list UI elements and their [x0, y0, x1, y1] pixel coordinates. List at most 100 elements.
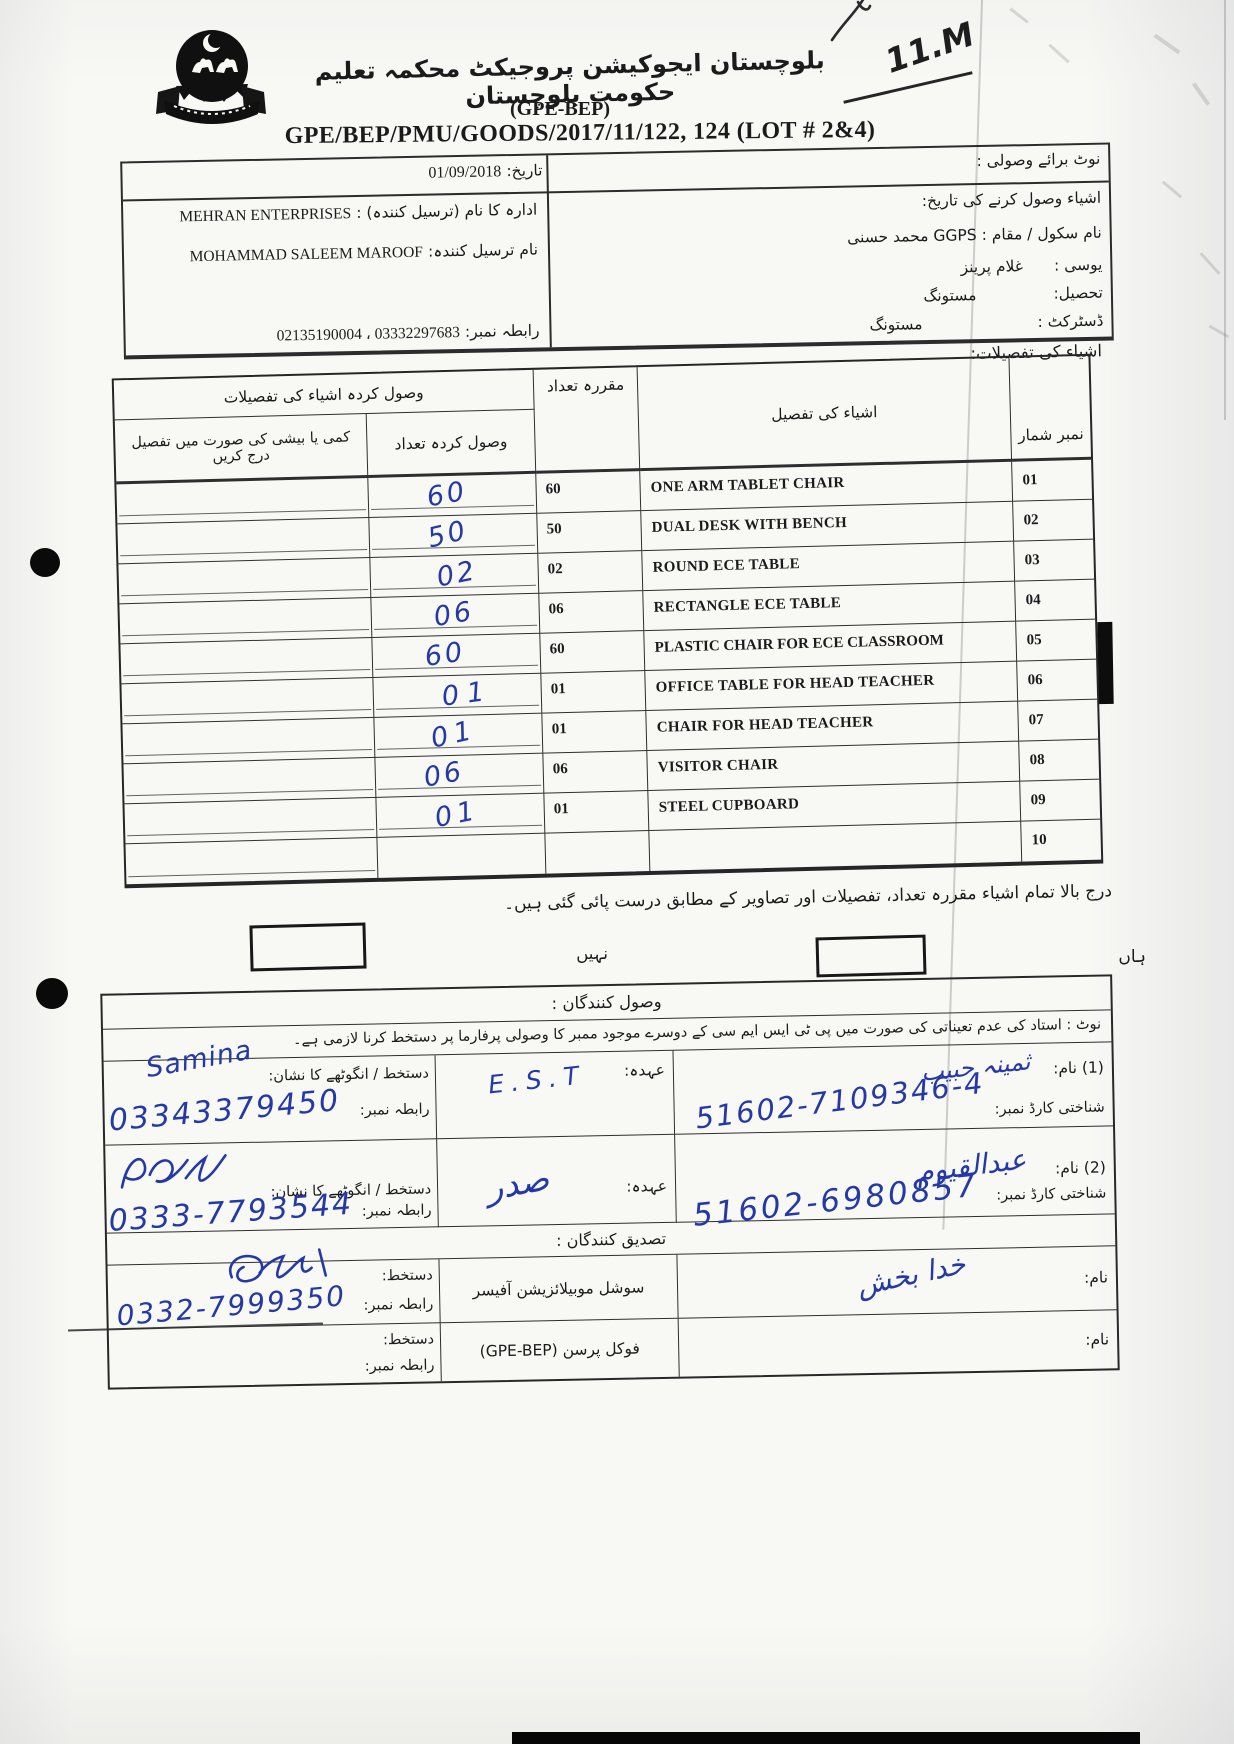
- fixed-qty-cell: 01: [542, 711, 648, 754]
- discrepancy-cell: [120, 637, 374, 685]
- name-cell: نام: خدا بخش: [677, 1246, 1117, 1319]
- fixed-qty-cell: 01: [541, 671, 647, 714]
- received-qty-cell: 60: [372, 633, 542, 678]
- contact-value: 03332297683 ، 02135190004: [276, 324, 461, 345]
- scanner-edge-mark: [1208, 324, 1230, 339]
- received-qty-cell: 01: [374, 713, 544, 758]
- contact-label: رابطہ نمبر:: [363, 1296, 434, 1314]
- serial-header: نمبر شمار: [1009, 355, 1092, 462]
- discrepancy-cell: [122, 717, 376, 765]
- verification-statement: درج بالا تمام اشیاء مقررہ تعداد، تفصیلات…: [503, 881, 1113, 914]
- contact-label: رابطہ نمبر:: [364, 1357, 435, 1375]
- serial-cell: 06: [1017, 659, 1098, 702]
- org-name-row: ادارہ کا نام (ترسیل کنندہ) : MEHRAN ENTE…: [123, 200, 537, 228]
- tehsil-value: مستونگ: [923, 286, 977, 306]
- sender-name-value: MOHAMMAD SALEEM MAROOF: [189, 243, 424, 266]
- discrepancy-cell: [125, 837, 379, 885]
- district-value: مستونگ: [869, 315, 923, 335]
- yes-label: ہاں: [1118, 947, 1146, 967]
- fixed-qty-cell: 01: [544, 791, 650, 834]
- received-qty-cell: 60: [368, 473, 538, 518]
- program-abbrev: (GPE-BEP): [510, 98, 610, 120]
- sign-label: دستخط:: [381, 1267, 433, 1285]
- handwritten-received-qty: 01: [428, 714, 480, 755]
- discrepancy-cell: [118, 557, 372, 605]
- name-cell: (2) نام: عبدالقیوم شناختی کارڈ نمبر: 516…: [675, 1126, 1115, 1234]
- scanner-edge-mark: [1199, 252, 1221, 275]
- items-table: وصول کردہ اشیاء کی تفصیلات مقررہ تعداد ا…: [111, 353, 1104, 889]
- fixed-qty-cell: 60: [540, 631, 646, 674]
- discrepancy-cell: [124, 797, 378, 845]
- role-cell: فوکل پرسن (GPE-BEP): [440, 1318, 680, 1382]
- date-row: تاریخ: 01/09/2018: [122, 160, 542, 188]
- name-label: (1) نام:: [1052, 1058, 1105, 1078]
- received-qty-cell: 01: [376, 793, 546, 838]
- signature-scribble: [229, 1248, 328, 1283]
- received-qty-cell: 01: [373, 673, 543, 718]
- scanner-edge-mark: [1048, 43, 1070, 64]
- date-label: تاریخ:: [506, 161, 543, 181]
- uc-row: یوسی : غلام پرینز: [622, 255, 1102, 283]
- cnic-label: شناختی کارڈ نمبر:: [994, 1099, 1105, 1118]
- handwritten-underline: [843, 71, 973, 104]
- uc-label: یوسی :: [1053, 255, 1103, 275]
- fixed-qty-cell: 06: [543, 751, 649, 794]
- sign-cell: دستخط: رابطہ نمبر: 0332-7999350: [107, 1248, 441, 1332]
- delivery-info-table: تاریخ: 01/09/2018 ادارہ کا نام (ترسیل کن…: [120, 142, 1114, 360]
- receipt-note-label: نوٹ برائے وصولی :: [976, 149, 1101, 171]
- table-divider: [546, 155, 552, 348]
- fixed-qty-cell: 60: [536, 471, 642, 514]
- contact-label: رابطہ نمبر:: [359, 1101, 430, 1119]
- name-label: نام:: [1083, 1268, 1109, 1287]
- no-label: نہیں: [576, 944, 608, 963]
- handwritten-received-qty: 06: [421, 755, 467, 794]
- discrepancy-cell: [119, 597, 373, 645]
- serial-cell: 10: [1031, 831, 1047, 849]
- serial-cell: 09: [1020, 779, 1101, 822]
- received-qty-cell: 06: [375, 753, 545, 798]
- hole-punch: [30, 548, 60, 577]
- item-detail-header: اشیاء کی تفصیل: [637, 357, 1013, 472]
- name-cell: نام:: [679, 1310, 1118, 1376]
- item-name-cell: [649, 821, 1023, 871]
- received-qty-cell: 06: [371, 593, 541, 638]
- role-cell: سوشل موبیلائزیشن آفیسر: [439, 1254, 679, 1324]
- date-value: 01/09/2018: [428, 163, 502, 182]
- name-label: نام:: [1085, 1330, 1110, 1349]
- handwritten-designation: صدر: [482, 1158, 553, 1210]
- designation-label: عہدہ:: [626, 1176, 668, 1196]
- handwritten-contact: 03343379450: [107, 1083, 342, 1139]
- name-cell: (1) نام: ثمینہ حبیب شناختی کارڈ نمبر: 51…: [673, 1042, 1114, 1136]
- tehsil-row: تحصیل: مستونگ: [623, 283, 1103, 311]
- discrepancy-header: کمی یا بیشی کی صورت میں تفصیل درج کریں: [114, 414, 369, 485]
- scanner-edge-line: [1224, 0, 1226, 420]
- scanner-edge-mark: [1009, 7, 1029, 24]
- handwritten-name: خدا بخش: [853, 1247, 969, 1303]
- designation-label: عہدہ:: [623, 1060, 666, 1080]
- serial-cell: 08: [1019, 739, 1100, 782]
- discrepancy-cell: [116, 478, 370, 525]
- org-name-label: ادارہ کا نام (ترسیل کنندہ) :: [356, 200, 538, 222]
- sign-cell: Samina دستخط / انگوٹھے کا نشان: رابطہ نم…: [103, 1035, 438, 1146]
- sign-label: دستخط:: [382, 1331, 435, 1349]
- received-qty-cell: 02: [370, 553, 540, 598]
- cnic-label: شناختی کارڈ نمبر:: [996, 1185, 1107, 1204]
- bottom-scan-bar: [512, 1732, 1140, 1744]
- uc-value: غلام پرینز: [960, 257, 1024, 277]
- yes-checkbox: [815, 934, 927, 978]
- sign-cell: دستخط / انگوٹھے کا نشان: رابطہ نمبر: 033…: [105, 1139, 439, 1239]
- no-checkbox: [249, 922, 367, 972]
- school-value: GGPS محمد حسنی: [846, 226, 977, 247]
- serial-cell: 01: [1012, 459, 1093, 502]
- serial-cell: 05: [1016, 619, 1097, 662]
- signature-scribble: [120, 1154, 227, 1189]
- sender-name-label: نام ترسیل کنندہ:: [427, 240, 539, 261]
- handwritten-received-qty: 60: [424, 475, 470, 514]
- serial-cell: 03: [1014, 539, 1095, 582]
- hole-punch: [36, 978, 68, 1009]
- handwritten-received-qty: 01: [440, 675, 494, 713]
- signatories-table: وصول کنندگان : نوٹ : استاد کی عدم تعینات…: [100, 974, 1120, 1390]
- handwritten-received-qty: 50: [424, 514, 472, 555]
- handwritten-cnic: 51602-7109346-4: [693, 1065, 987, 1136]
